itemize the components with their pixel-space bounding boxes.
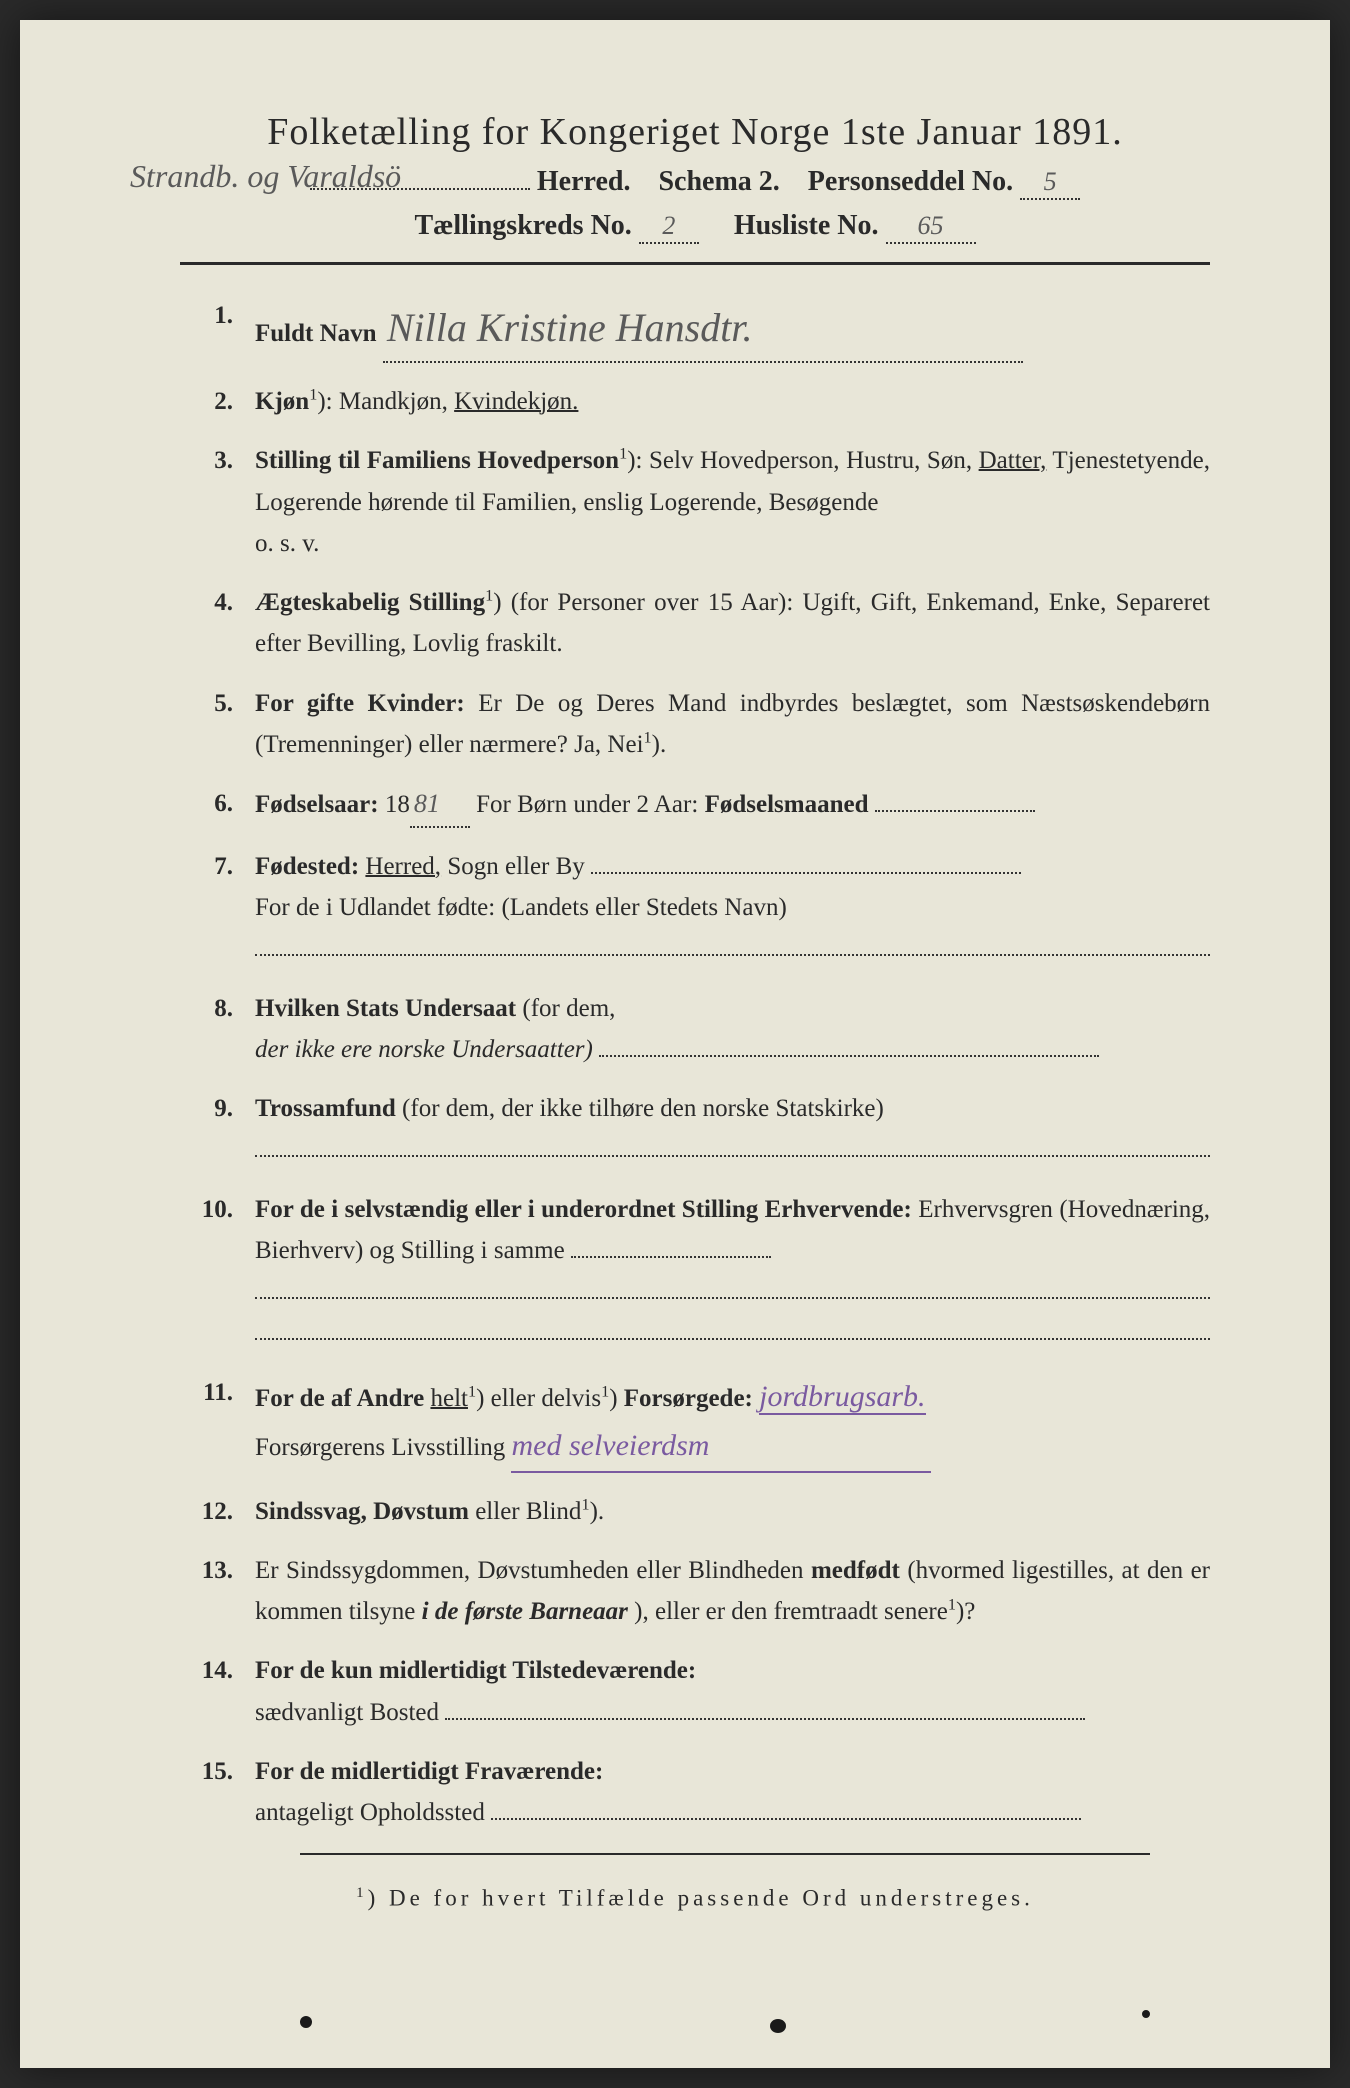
schema-label: Schema 2.: [658, 166, 779, 197]
kreds-label: Tællingskreds No.: [414, 210, 631, 241]
herred-label: Herred.: [537, 166, 631, 197]
occupation-hw-2: med selveierdsm: [511, 1421, 931, 1473]
occupation-hw-1: jordbrugsarb.: [759, 1380, 925, 1415]
personseddel-no: 5: [1044, 167, 1057, 196]
birthplace-underlined: Herred,: [365, 853, 441, 880]
item-5: 5. For gifte Kvinder: Er De og Deres Man…: [180, 683, 1210, 766]
item-3: 3. Stilling til Familiens Hovedperson1):…: [180, 440, 1210, 564]
divider-top: [180, 262, 1210, 265]
item-10: 10. For de i selvstændig eller i underor…: [180, 1189, 1210, 1354]
item-2: 2. Kjøn1): Mandkjøn, Kvindekjøn.: [180, 381, 1210, 422]
item-13: 13. Er Sindssygdommen, Døvstumheden elle…: [180, 1550, 1210, 1633]
herred-handwritten: Strandb. og Varaldsö: [130, 158, 401, 195]
birth-year: 81: [414, 789, 440, 818]
item-15: 15. For de midlertidigt Fraværende: anta…: [180, 1751, 1210, 1834]
item-14: 14. For de kun midlertidigt Tilstedevære…: [180, 1650, 1210, 1733]
ink-spot: [300, 2016, 312, 2028]
item-7: 7. Fødested: Herred, Sogn eller By For d…: [180, 846, 1210, 970]
item-9: 9. Trossamfund (for dem, der ikke tilhør…: [180, 1088, 1210, 1171]
header-line-2: Strandb. og Varaldsö Herred. Schema 2. P…: [180, 166, 1210, 200]
full-name-value: Nilla Kristine Hansdtr.: [387, 305, 753, 350]
kreds-no: 2: [662, 211, 675, 240]
item-6: 6. Fødselsaar: 1881 For Børn under 2 Aar…: [180, 783, 1210, 828]
ink-spot: [1142, 2010, 1150, 2018]
item-12: 12. Sindssvag, Døvstum eller Blind1).: [180, 1491, 1210, 1532]
item-11: 11. For de af Andre helt1) eller delvis1…: [180, 1372, 1210, 1473]
husliste-label: Husliste No.: [734, 210, 879, 241]
husliste-no: 65: [918, 211, 944, 240]
personseddel-label: Personseddel No.: [808, 166, 1013, 197]
sex-underlined: Kvindekjøn.: [454, 388, 578, 415]
relation-underlined: Datter,: [979, 447, 1047, 474]
ink-spot: [770, 2019, 786, 2033]
divider-bottom: [300, 1853, 1150, 1855]
item-1: 1. Fuldt Navn Nilla Kristine Hansdtr.: [180, 295, 1210, 363]
census-form-page: Folketælling for Kongeriget Norge 1ste J…: [20, 20, 1330, 2068]
header-line-3: Tællingskreds No. 2 Husliste No. 65: [180, 210, 1210, 244]
item-8: 8. Hvilken Stats Undersaat (for dem, der…: [180, 988, 1210, 1071]
item-4: 4. Ægteskabelig Stilling1) (for Personer…: [180, 582, 1210, 665]
footnote: 1) De for hvert Tilfælde passende Ord un…: [180, 1885, 1210, 1912]
page-title: Folketælling for Kongeriget Norge 1ste J…: [180, 110, 1210, 154]
